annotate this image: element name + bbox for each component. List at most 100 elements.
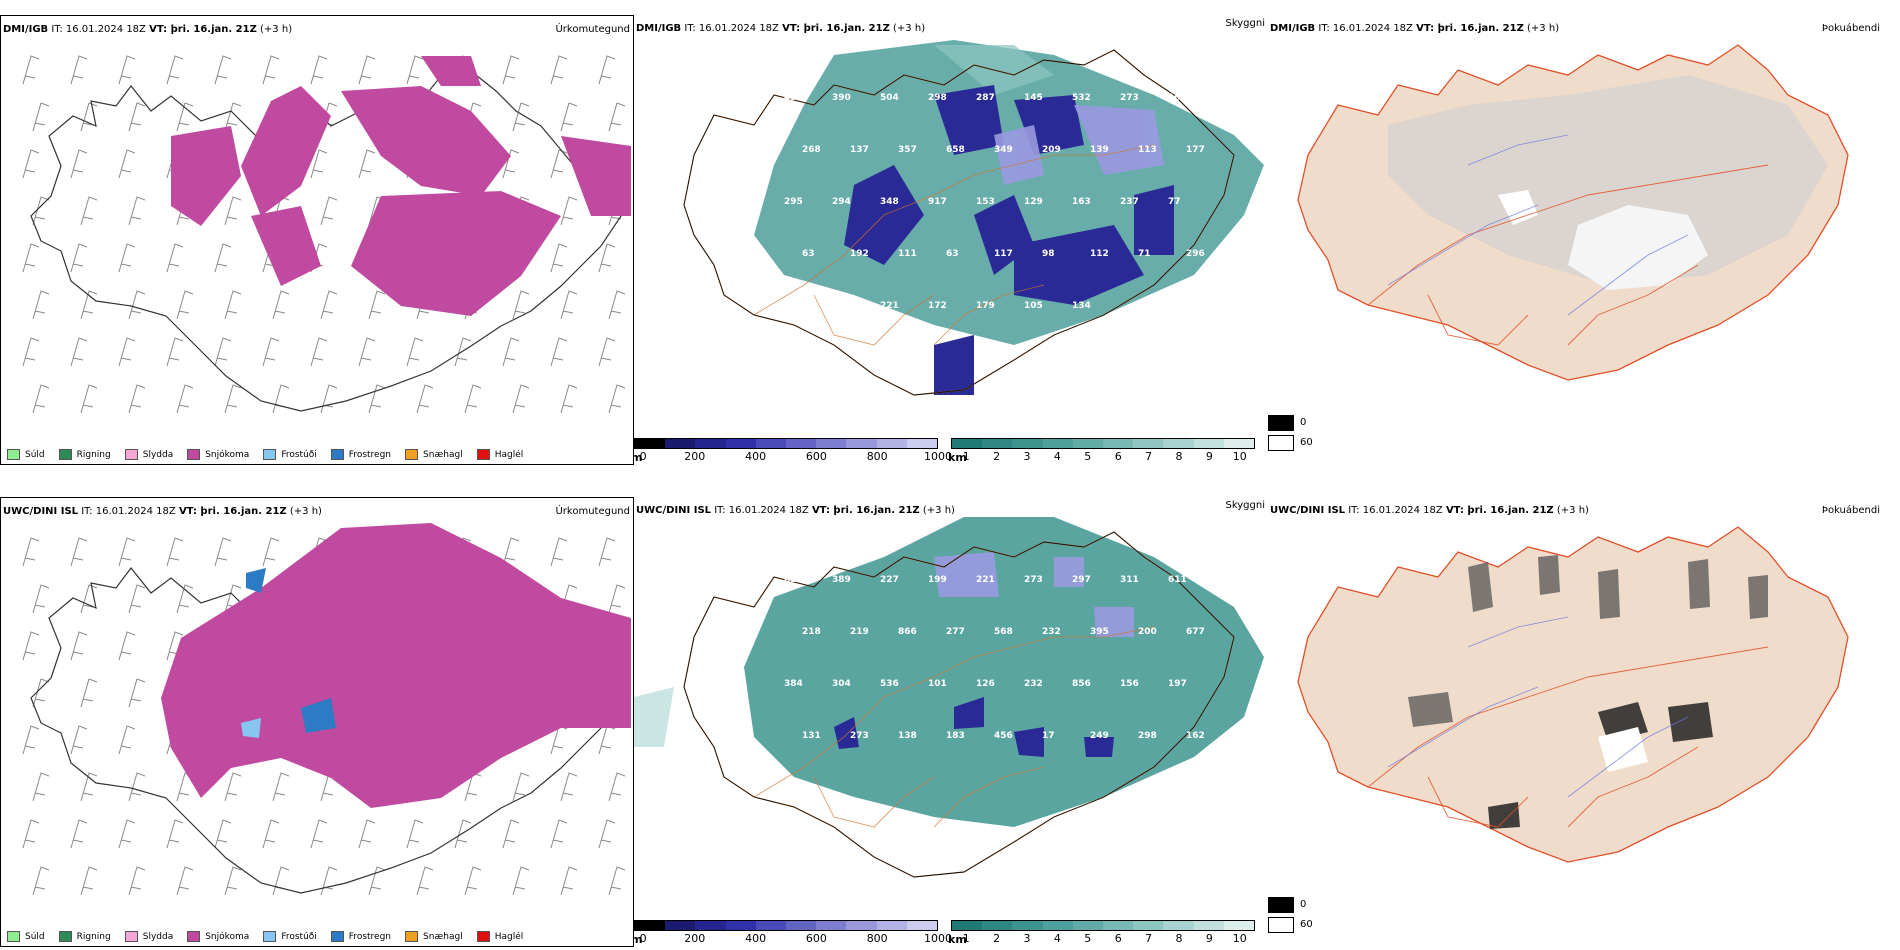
wind-barb-icon	[224, 772, 242, 802]
wind-barb-icon	[176, 102, 194, 132]
wind-barb-icon	[406, 55, 424, 85]
wind-barb-icon	[272, 384, 290, 414]
ceiling-value-label: 456	[994, 731, 1013, 741]
wind-barb-icon	[310, 819, 328, 849]
scale-tick-label: 400	[745, 450, 767, 463]
visibility-map-uwc: 636 389 227 199 221 273 297 311 611 218 219 866 277 5…	[634, 517, 1264, 878]
ceiling-value-label: 112	[1090, 249, 1109, 259]
scale-tick-label: 0	[639, 932, 647, 945]
ceiling-value-label: 297	[1072, 575, 1091, 585]
visibility-scale-cells	[951, 920, 1255, 931]
wind-barb-icon	[118, 631, 136, 661]
ceiling-value-label: 298	[928, 93, 947, 103]
scale-cell	[695, 921, 726, 930]
wind-barb-icon	[262, 819, 280, 849]
snow-areas	[161, 523, 631, 808]
visibility-unit: km	[948, 933, 967, 946]
scale-tick-label: 8	[1175, 450, 1183, 463]
wind-barb-icon	[310, 337, 328, 367]
wind-barb-icon	[118, 337, 136, 367]
ceiling-value-label: 311	[1120, 575, 1139, 585]
scale-tick-label: 1	[962, 450, 970, 463]
wind-barb-icon	[550, 537, 568, 567]
fog-legend-label-60: 60	[1300, 437, 1313, 448]
scale-tick-label: 3	[1023, 450, 1031, 463]
low-ceiling-areas	[834, 697, 1114, 757]
wind-barb-icon	[262, 537, 280, 567]
wind-barb-icon	[224, 196, 242, 226]
scale-cell	[786, 439, 817, 448]
scale-tick-label: 2	[993, 450, 1001, 463]
ceiling-value-label: 636	[784, 575, 803, 585]
ceiling-value-label: 71	[1138, 249, 1151, 259]
scale-cell	[1193, 921, 1224, 930]
scale-cell	[982, 439, 1013, 448]
fog-shading	[1408, 555, 1768, 727]
scale-tick-label: 8	[1175, 932, 1183, 945]
ceiling-value-label: 108	[832, 301, 851, 311]
ceiling-value-label: 200	[1138, 627, 1157, 637]
ceiling-value-label: 129	[1024, 197, 1043, 207]
wind-barb-icon	[406, 337, 424, 367]
wind-barb-icon	[32, 678, 50, 708]
legend-item: Frostregn	[330, 931, 391, 942]
wind-barb-icon	[22, 631, 40, 661]
wind-barb-icon	[320, 196, 338, 226]
wind-barb-icon	[118, 55, 136, 85]
scale-tick-label: 4	[1053, 932, 1061, 945]
ceiling-value-label: 126	[976, 679, 995, 689]
ceiling-value-label: 232	[1024, 679, 1043, 689]
wind-barb-icon	[272, 290, 290, 320]
scale-cell	[1223, 921, 1255, 930]
scale-cell	[1072, 439, 1104, 448]
scale-cell	[1042, 921, 1073, 930]
ceiling-value-label: 277	[946, 627, 965, 637]
scale-tick-label: 4	[1053, 450, 1061, 463]
legend-item: Snæhagl	[405, 449, 463, 460]
wind-barb-icon	[550, 149, 568, 179]
wind-barb-icon	[118, 725, 136, 755]
ceiling-value-labels: 434 390 504 298 287 145 532 273 103 268 137 357 658 3…	[784, 93, 1205, 311]
ceiling-value-label: 611	[1168, 575, 1187, 585]
ceiling-value-label: 532	[1072, 93, 1091, 103]
panel-type-label: Þokuábendi	[1821, 23, 1880, 34]
ceiling-value-label: 866	[898, 627, 917, 637]
visibility-scale-cells	[951, 438, 1255, 449]
scale-tick-label: 800	[866, 932, 888, 945]
ceiling-value-label: 298	[1138, 731, 1157, 741]
wind-barb-icon	[416, 866, 434, 896]
wind-barb-icon	[608, 102, 626, 132]
wind-barb-icon	[262, 337, 280, 367]
wind-barb-icon	[598, 537, 616, 567]
wind-barb-icon	[80, 290, 98, 320]
wind-barb-icon	[80, 196, 98, 226]
ceiling-value-label: 395	[1090, 627, 1109, 637]
scale-cell	[1103, 921, 1134, 930]
ceiling-value-label: 103	[1168, 93, 1187, 103]
fog-legend-swatch-60	[1268, 435, 1294, 451]
legend-item: Rigning	[58, 449, 111, 460]
wind-barb-icon	[166, 537, 184, 567]
scale-cell	[1133, 921, 1164, 930]
panel-title: UWC/DINI ISL IT: 16.01.2024 18Z VT: þri.…	[3, 506, 322, 517]
fog-legend-swatch-60	[1268, 917, 1294, 933]
fog-legend-label-0: 0	[1300, 417, 1307, 428]
fog-map-uwc	[1297, 526, 1849, 863]
wind-barb-icon	[320, 290, 338, 320]
scale-cell	[1193, 439, 1224, 448]
scale-cell	[1012, 439, 1043, 448]
scale-cell	[635, 439, 666, 448]
legend-item: Frostúði	[263, 449, 317, 460]
scale-cell	[665, 439, 696, 448]
legend-item: Súld	[7, 449, 45, 460]
ceiling-value-label: 139	[1090, 145, 1109, 155]
ceiling-value-label: 137	[850, 145, 869, 155]
scale-cell	[1223, 439, 1255, 448]
ceiling-value-label: 101	[928, 679, 947, 689]
wind-barb-icon	[550, 243, 568, 273]
ceiling-value-label: 179	[976, 301, 995, 311]
wind-barb-icon	[550, 55, 568, 85]
ceiling-value-label: 304	[832, 679, 851, 689]
precip-legend: Súld Rigning Slydda Snjókoma Frostúði Fr…	[7, 931, 537, 942]
wind-barb-icon	[70, 55, 88, 85]
